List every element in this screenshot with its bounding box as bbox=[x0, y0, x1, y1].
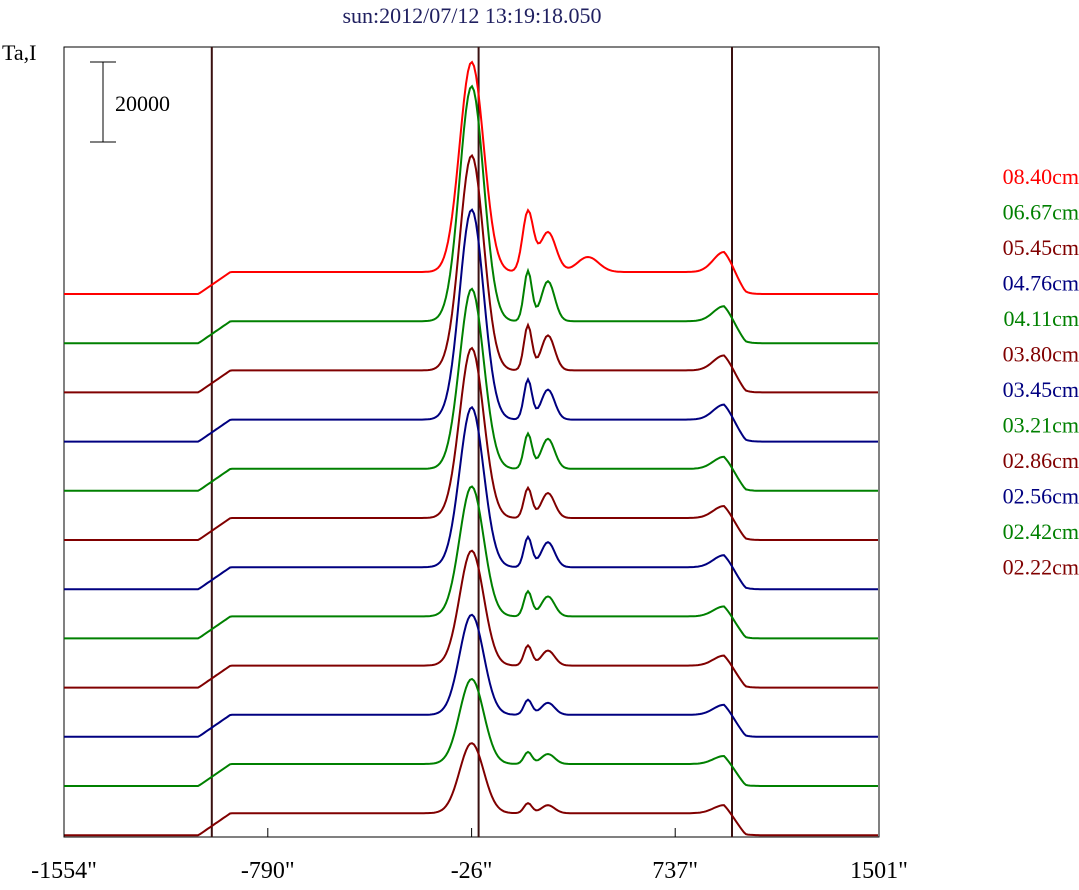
legend-entry-03.45cm: 03.45cm bbox=[1003, 377, 1079, 402]
chart-title: sun:2012/07/12 13:19:18.050 bbox=[342, 3, 601, 28]
series-line-05.45cm bbox=[64, 153, 878, 394]
legend-entry-06.67cm: 06.67cm bbox=[1003, 200, 1079, 225]
legend-entry-02.22cm: 02.22cm bbox=[1003, 555, 1079, 580]
scale-bar-label: 20000 bbox=[115, 91, 170, 116]
series-line-02.56cm bbox=[64, 613, 878, 738]
legend-entry-08.40cm: 08.40cm bbox=[1003, 164, 1079, 189]
legend: 08.40cm 06.67cm 05.45cm 04.76cm 04.11cm 03.80… bbox=[1003, 164, 1079, 580]
series-line-04.76cm bbox=[64, 208, 878, 443]
series-line-02.22cm bbox=[64, 742, 878, 837]
x-tick-label-1: -790" bbox=[241, 858, 295, 884]
x-ticks: -1554" -790" -26" 737" 1501" bbox=[31, 828, 908, 884]
legend-entry-05.45cm: 05.45cm bbox=[1003, 235, 1079, 260]
vertical-markers bbox=[210, 47, 733, 837]
series-line-03.21cm bbox=[64, 485, 878, 640]
legend-entry-02.56cm: 02.56cm bbox=[1003, 484, 1079, 509]
legend-entry-03.21cm: 03.21cm bbox=[1003, 413, 1079, 438]
series-line-02.86cm bbox=[64, 549, 878, 689]
series-line-02.42cm bbox=[64, 677, 878, 787]
x-tick-label-0: -1554" bbox=[31, 858, 97, 884]
legend-entry-02.86cm: 02.86cm bbox=[1003, 448, 1079, 473]
series-line-08.40cm bbox=[64, 60, 878, 295]
legend-entry-04.11cm: 04.11cm bbox=[1003, 306, 1079, 331]
series-line-03.80cm bbox=[64, 346, 878, 541]
series-group bbox=[64, 60, 878, 837]
series-line-03.45cm bbox=[64, 405, 878, 591]
legend-entry-03.80cm: 03.80cm bbox=[1003, 342, 1079, 367]
series-line-04.11cm bbox=[64, 287, 878, 492]
x-tick-label-3: 737" bbox=[652, 858, 698, 884]
legend-entry-02.42cm: 02.42cm bbox=[1003, 519, 1079, 544]
legend-entry-04.76cm: 04.76cm bbox=[1003, 271, 1079, 296]
y-axis-label: Ta,I bbox=[2, 40, 37, 65]
series-line-06.67cm bbox=[64, 84, 878, 345]
x-tick-label-2: -26" bbox=[451, 858, 493, 884]
scale-bar: 20000 bbox=[90, 61, 170, 143]
x-tick-label-4: 1501" bbox=[850, 858, 908, 884]
